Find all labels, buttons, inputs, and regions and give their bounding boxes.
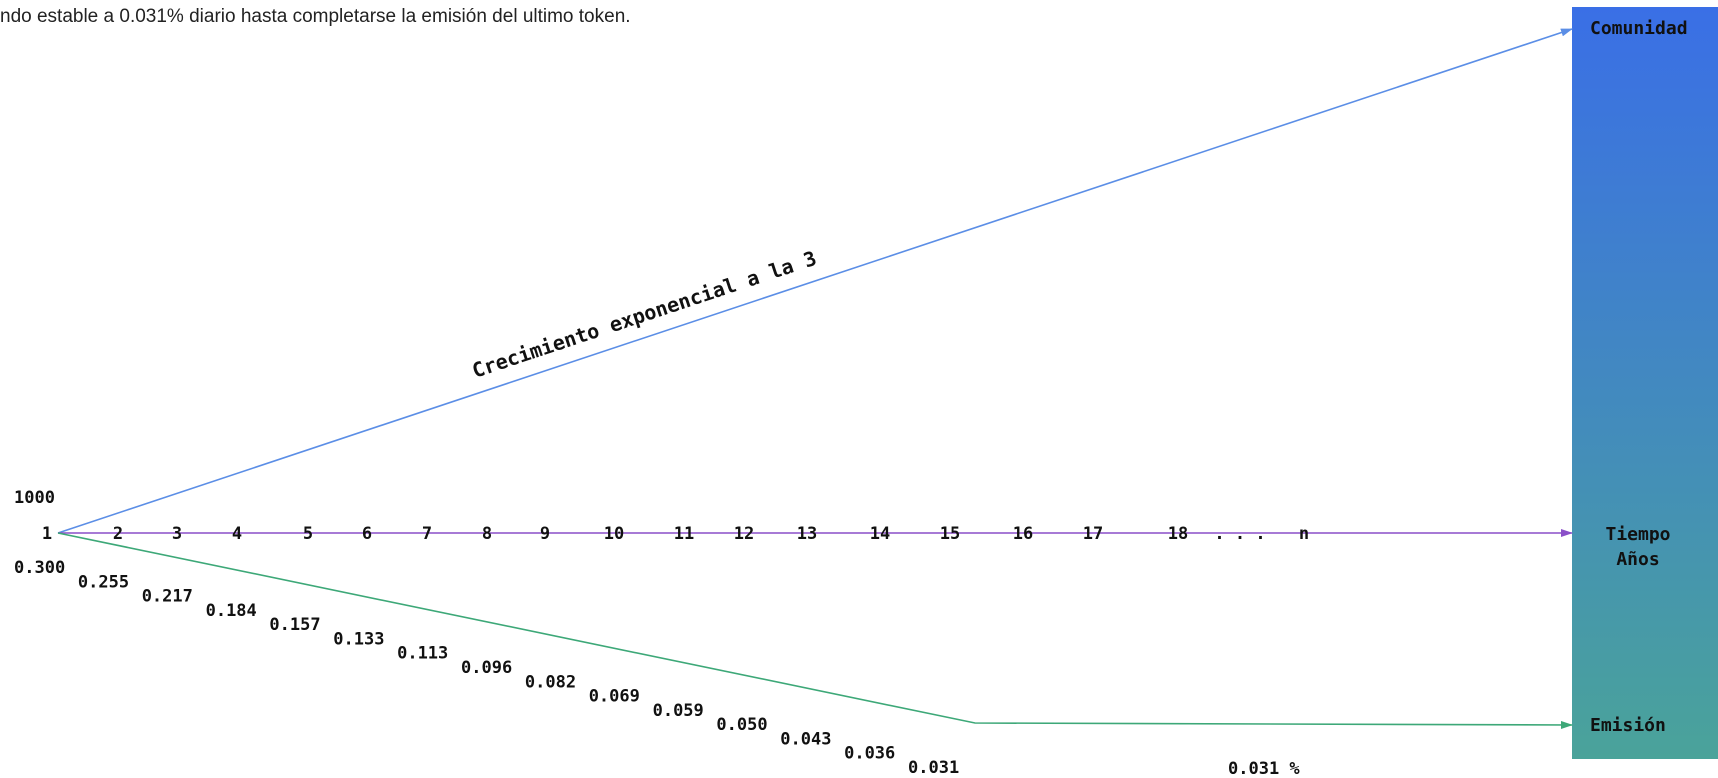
start-value-label: 1000 [14, 488, 55, 508]
growth-label: Crecimiento exponencial a la 3 [469, 246, 819, 383]
emission-rate-label: 0.096 [461, 658, 512, 678]
year-tick-label: 4 [232, 524, 242, 544]
community-line [57, 28, 1573, 534]
emission-rate-label: 0.059 [653, 701, 704, 721]
emission-rate-label: 0.217 [142, 587, 193, 607]
year-tick-label: 15 [940, 524, 960, 544]
emission-rate-label: 0.300 [14, 558, 65, 578]
year-tick-label: 7 [422, 524, 432, 544]
year-tick-label: 1 [42, 524, 52, 544]
year-tick-label: 16 [1013, 524, 1033, 544]
emission-rate-label: 0.036 [844, 744, 895, 764]
year-tick-label: 10 [604, 524, 624, 544]
year-tick-label: 2 [113, 524, 123, 544]
time-label: Tiempo [1605, 524, 1670, 545]
year-tick-label: n [1299, 524, 1309, 544]
side-bar [1572, 7, 1718, 759]
emission-rate-label: 0.157 [269, 615, 320, 635]
year-tick-label: 11 [674, 524, 694, 544]
stable-rate-label: 0.031 % [1228, 759, 1300, 778]
year-tick-label: 9 [540, 524, 550, 544]
year-tick-label: 13 [797, 524, 817, 544]
year-tick-label: 3 [172, 524, 182, 544]
year-tick-label: 5 [303, 524, 313, 544]
emission-rate-label: 0.082 [525, 672, 576, 692]
emission-rate-label: 0.255 [78, 572, 129, 592]
emission-rate-label: 0.069 [589, 687, 640, 707]
emission-label: Emisión [1590, 715, 1666, 736]
year-tick-label: 8 [482, 524, 492, 544]
emission-rate-label: 0.043 [780, 729, 831, 749]
community-label: Comunidad [1590, 18, 1688, 39]
year-tick-label: . . . [1214, 524, 1265, 544]
emission-rate-label: 0.050 [716, 715, 767, 735]
year-tick-label: 12 [734, 524, 754, 544]
year-tick-label: 18 [1168, 524, 1188, 544]
emission-rate-label: 0.113 [397, 644, 448, 664]
caption-text: ndo estable a 0.031% diario hasta comple… [0, 6, 631, 27]
emission-line [57, 532, 1573, 729]
year-tick-label: 17 [1083, 524, 1103, 544]
emission-rate-label: 0.133 [333, 629, 384, 649]
year-tick-label: 6 [362, 524, 372, 544]
emission-rate-label: 0.184 [206, 601, 257, 621]
emission-rate-labels: 0.300 0.255 0.217 0.184 0.157 0.133 0.113 0.096… [14, 558, 959, 778]
year-ticks: 1 2 3 4 5 6 7 8 9 10 11 12 13 14 15 16 17 18. . .n [42, 524, 1309, 544]
year-tick-label: 14 [870, 524, 890, 544]
emission-rate-label: 0.031 [908, 758, 959, 778]
time-unit-label: Años [1616, 549, 1659, 570]
